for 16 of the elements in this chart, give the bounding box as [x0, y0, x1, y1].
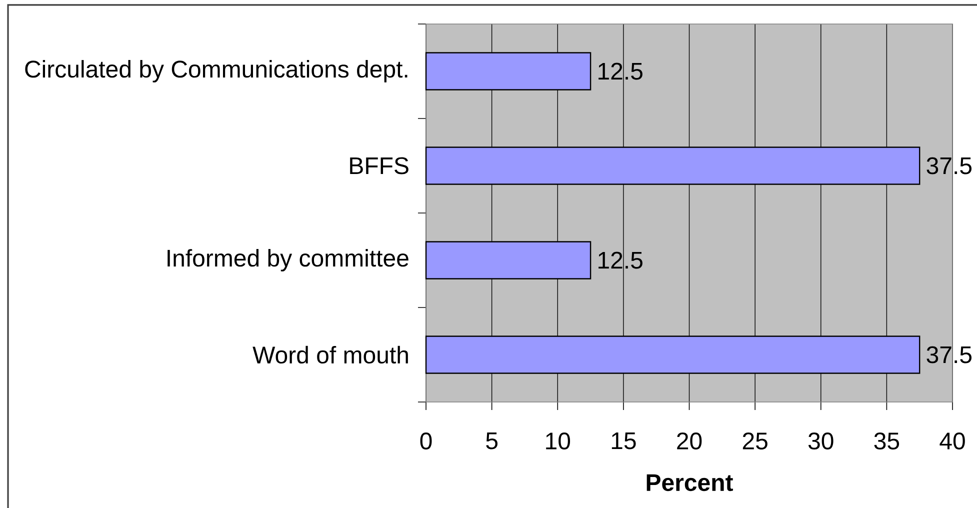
data-label: 37.5 — [926, 346, 972, 364]
x-tick-label: 40 — [940, 432, 965, 450]
x-tick-label: 25 — [742, 432, 768, 450]
y-tick-label: BFFS — [350, 157, 408, 174]
y-tick-label: Informed by committee — [168, 249, 408, 272]
y-tick-label: Circulated by Communications dept. — [25, 60, 408, 82]
x-tick-label: 10 — [546, 432, 570, 450]
x-tick-label: 0 — [420, 432, 432, 450]
x-tick-label: 20 — [677, 432, 702, 450]
data-label: 37.5 — [926, 157, 972, 174]
x-tick-label: 15 — [612, 432, 636, 450]
y-tick-label: Word of mouth — [252, 346, 408, 364]
x-tick-label: 30 — [808, 432, 834, 450]
x-axis-title: Percent — [646, 474, 733, 492]
x-tick-label: 35 — [874, 432, 900, 450]
x-tick-label: 5 — [486, 432, 498, 450]
